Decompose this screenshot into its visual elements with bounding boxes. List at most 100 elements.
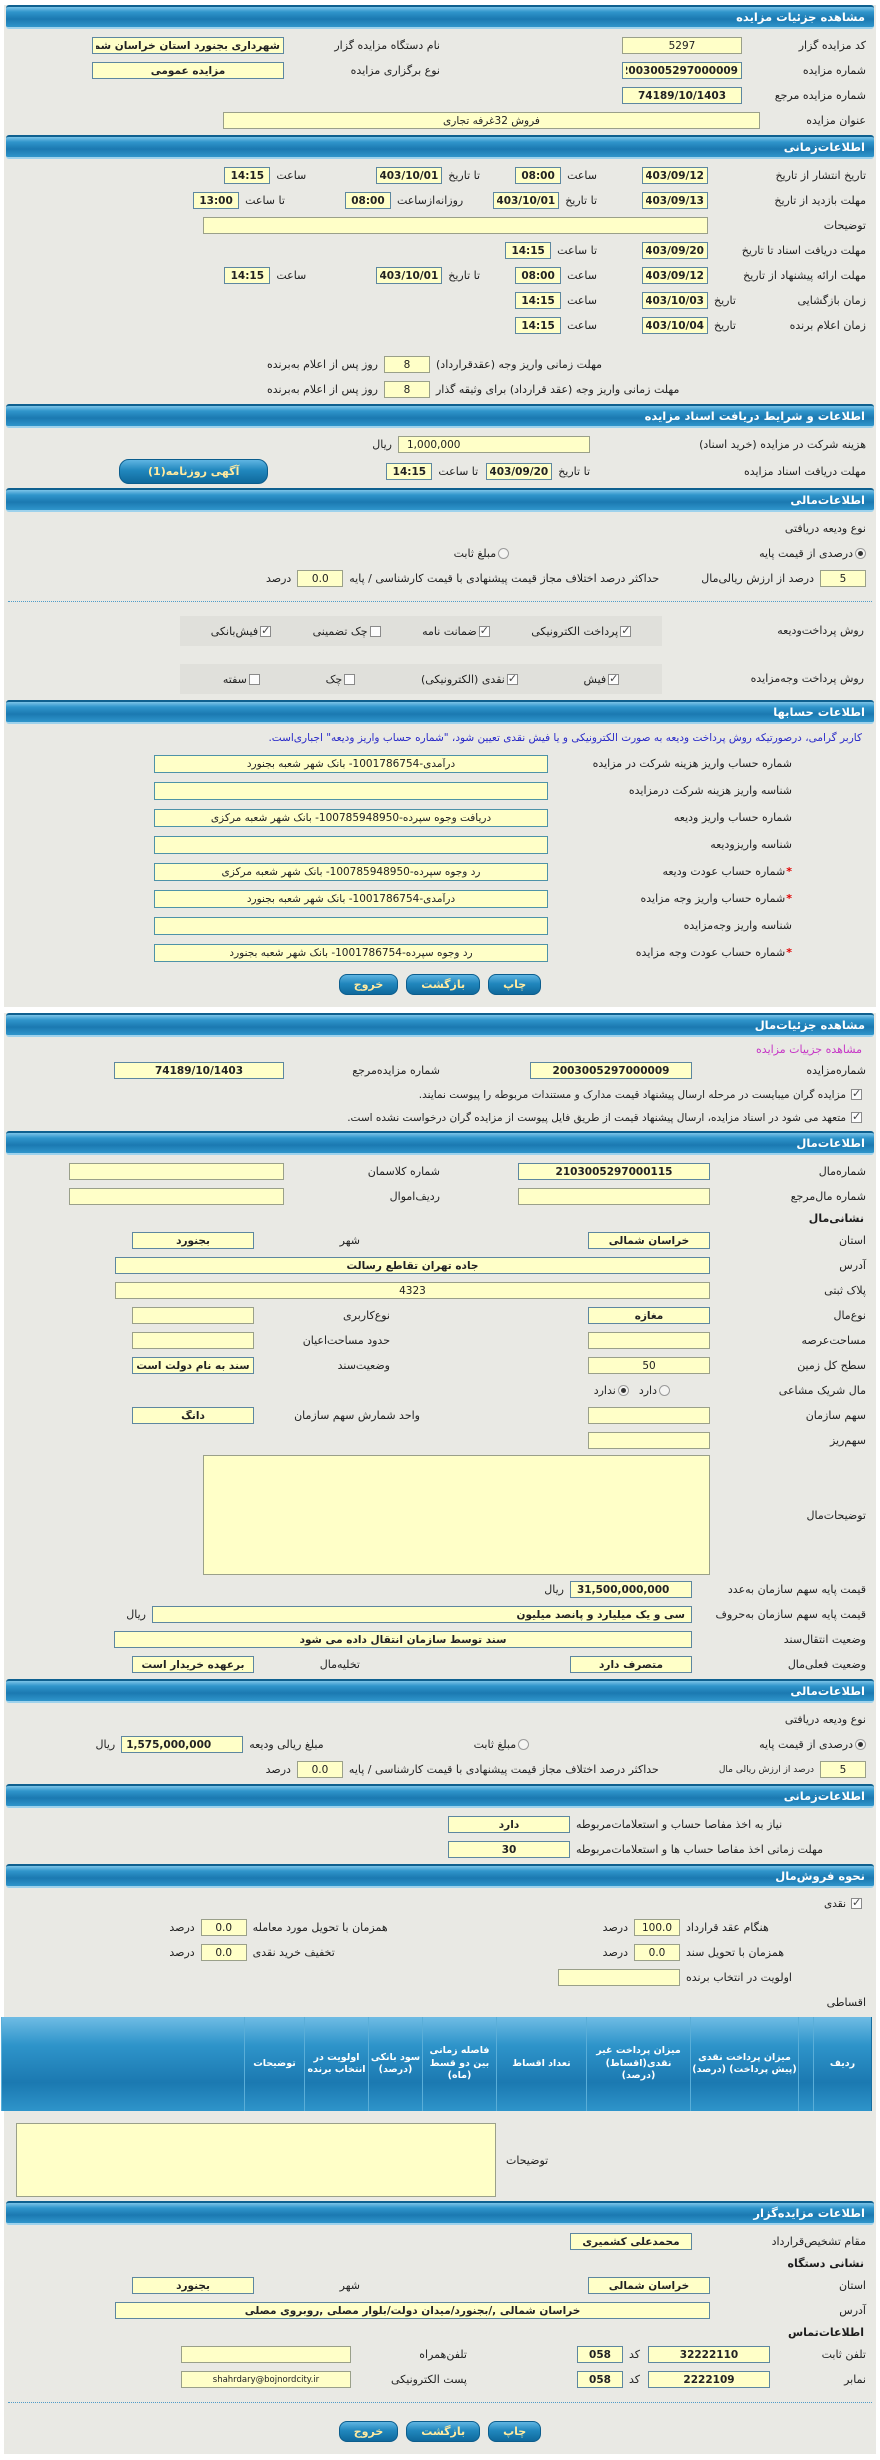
asset-share-input[interactable] [588, 1407, 710, 1424]
attach-docs-checkbox[interactable] [851, 1087, 862, 1100]
current-status-input[interactable] [570, 1656, 692, 1673]
asset-city-input[interactable] [132, 1232, 254, 1249]
auction-type-input[interactable] [92, 62, 284, 79]
docs-receive-deadline-date-input[interactable] [642, 242, 708, 259]
visit-from-date-input[interactable] [642, 192, 708, 209]
no-file-offer-checkbox[interactable] [851, 1110, 862, 1123]
fixed-amount-radio-2[interactable] [518, 1739, 530, 1750]
asset-deed-status-input[interactable] [132, 1357, 254, 1374]
phone-input[interactable] [648, 2346, 770, 2363]
asset-class-input[interactable] [69, 1163, 284, 1180]
contract-officer-input[interactable] [570, 2233, 692, 2250]
offer-from-hour-input[interactable] [515, 267, 562, 284]
publish-from-hour-input[interactable] [515, 167, 562, 184]
slip-checkbox[interactable] [608, 672, 620, 685]
deposit-id-input[interactable] [154, 835, 548, 854]
visit-daily-from-input[interactable] [344, 192, 391, 209]
asset-province-input[interactable] [588, 1232, 710, 1249]
sale-desc-textarea[interactable] [16, 2123, 496, 2197]
base-price-words-input[interactable] [152, 1606, 692, 1623]
bank-slip-checkbox[interactable] [260, 624, 272, 637]
exit-button[interactable]: خروج [338, 974, 399, 995]
auction-payment-account-input[interactable] [154, 889, 548, 908]
participation-fee-input[interactable] [398, 436, 590, 453]
publish-to-hour-input[interactable] [224, 167, 271, 184]
promissory-note-checkbox[interactable] [248, 673, 260, 685]
asset-desc-textarea[interactable] [203, 1455, 710, 1575]
certified-check-checkbox[interactable] [369, 625, 381, 637]
docs-deadline-hour-input[interactable] [386, 463, 433, 480]
clearance-need-input[interactable] [448, 1816, 570, 1833]
contract-time-input[interactable] [634, 1919, 680, 1936]
auction-code-input[interactable] [622, 37, 742, 54]
asset-address-input[interactable] [115, 1257, 710, 1274]
docs-deadline-date-input[interactable] [486, 463, 553, 480]
auction-title-input[interactable] [223, 112, 760, 129]
publish-to-date-input[interactable] [376, 167, 443, 184]
asset-plate-input[interactable] [115, 1282, 710, 1299]
organizer-name-input[interactable] [92, 37, 284, 54]
print-button[interactable]: چاپ [488, 974, 542, 995]
deed-transfer-input[interactable] [114, 1631, 692, 1648]
guarantee-letter-checkbox[interactable] [478, 624, 490, 637]
auction-return-account-input[interactable] [154, 943, 548, 962]
maxdiff-input-2[interactable] [296, 1761, 343, 1778]
evacuation-input[interactable] [132, 1656, 254, 1673]
percent-of-base-radio-2[interactable] [855, 1739, 866, 1750]
opening-date-input[interactable] [642, 292, 708, 309]
offer-from-date-input[interactable] [642, 267, 708, 284]
fee-account-input[interactable] [154, 754, 548, 773]
exit-button-2[interactable]: خروج [338, 2421, 399, 2442]
organizer-city-input[interactable] [132, 2277, 254, 2294]
mobile-input[interactable] [180, 2346, 351, 2363]
base-price-number-input[interactable] [570, 1581, 692, 1598]
asset-ref-input[interactable] [518, 1188, 710, 1205]
fee-id-input[interactable] [154, 781, 548, 800]
asset-land-input[interactable] [588, 1357, 710, 1374]
payment-deadline-contract-input[interactable] [384, 356, 430, 373]
auction-payment-id-input[interactable] [154, 916, 548, 935]
asset-type-input[interactable] [588, 1307, 710, 1324]
visit-to-hour-input[interactable] [193, 192, 240, 209]
organizer-province-input[interactable] [588, 2277, 710, 2294]
fax-code-input[interactable] [576, 2371, 623, 2388]
asset-number-input[interactable] [518, 1163, 710, 1180]
percent-value-input-1[interactable] [820, 570, 866, 587]
cash-discount-input[interactable] [200, 1944, 247, 1961]
deed-delivery-input[interactable] [634, 1944, 680, 1961]
percent-of-base-radio-1[interactable] [855, 548, 866, 559]
asset-building-limits-input[interactable] [132, 1332, 254, 1349]
offer-to-date-input[interactable] [376, 267, 443, 284]
fax-input[interactable] [648, 2371, 770, 2388]
winner-announce-hour-input[interactable] [515, 317, 562, 334]
organizer-address-input[interactable] [115, 2302, 710, 2319]
percent-value-input-2[interactable] [820, 1761, 866, 1778]
deposit-return-account-input[interactable] [154, 862, 548, 881]
winner-announce-date-input[interactable] [642, 317, 708, 334]
deposit-account-input[interactable] [154, 808, 548, 827]
opening-hour-input[interactable] [515, 292, 562, 309]
fixed-amount-radio-1[interactable] [498, 548, 510, 559]
maxdiff-input-1[interactable] [297, 570, 344, 587]
check-checkbox[interactable] [344, 673, 356, 685]
docs-receive-deadline-hour-input[interactable] [505, 242, 552, 259]
delivery-item-input[interactable] [200, 1919, 247, 1936]
asset-auction-ref-input[interactable] [114, 1062, 284, 1079]
asset-auction-number-input[interactable] [530, 1062, 692, 1079]
partner-no-radio[interactable] [617, 1385, 629, 1396]
auction-number-input[interactable] [622, 62, 742, 79]
time-desc-input[interactable] [203, 217, 708, 234]
asset-subshare-input[interactable] [588, 1432, 710, 1449]
partner-yes-radio[interactable] [659, 1385, 670, 1396]
asset-usage-input[interactable] [132, 1307, 254, 1324]
newspaper-ad-button[interactable]: آگهی روزنامه(1) [119, 459, 269, 484]
winner-priority-input[interactable] [558, 1969, 680, 1986]
phone-code-input[interactable] [576, 2346, 623, 2363]
visit-to-date-input[interactable] [493, 192, 560, 209]
payment-deadline-guarantor-input[interactable] [384, 381, 430, 398]
cash-sale-checkbox[interactable] [851, 1896, 862, 1909]
electronic-payment-checkbox[interactable] [620, 624, 632, 637]
clearance-deadline-input[interactable] [448, 1841, 570, 1858]
offer-to-hour-input[interactable] [224, 267, 271, 284]
email-input[interactable] [180, 2371, 351, 2388]
